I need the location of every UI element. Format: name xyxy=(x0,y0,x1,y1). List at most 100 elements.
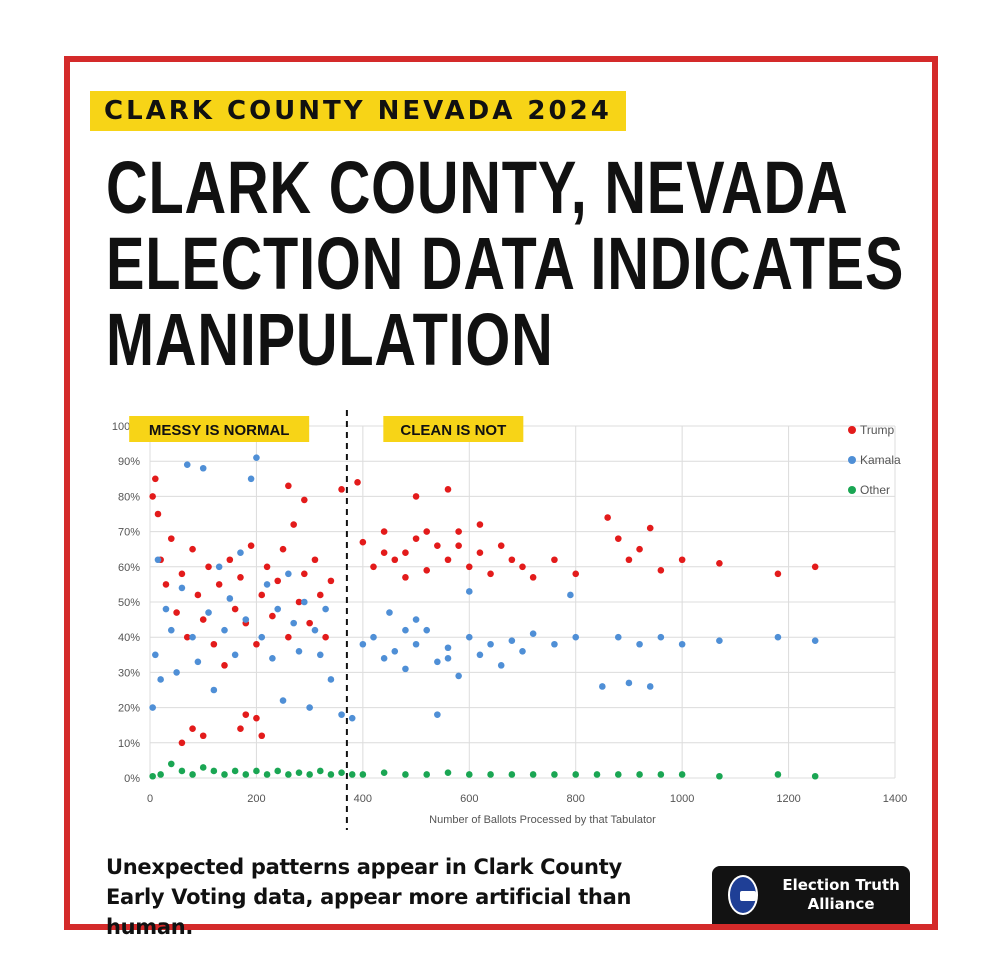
x-tick-label: 200 xyxy=(247,793,265,805)
point-trump xyxy=(551,556,558,564)
point-kamala xyxy=(519,647,526,655)
headline-line-3: MANIPULATION xyxy=(106,298,554,381)
point-other xyxy=(423,771,431,778)
point-kamala xyxy=(173,669,180,676)
point-trump xyxy=(231,605,239,613)
point-kamala xyxy=(301,598,308,606)
point-kamala xyxy=(508,637,516,645)
y-tick-label: 0% xyxy=(124,773,140,785)
point-trump xyxy=(402,574,409,581)
point-kamala xyxy=(205,609,212,616)
point-other xyxy=(295,769,303,777)
point-kamala xyxy=(154,556,162,564)
point-trump xyxy=(529,574,537,581)
point-trump xyxy=(178,739,186,747)
y-tick-label: 60% xyxy=(118,562,140,574)
point-trump xyxy=(162,581,170,588)
point-trump xyxy=(285,633,292,641)
point-other xyxy=(285,771,292,778)
point-trump xyxy=(226,556,234,564)
point-kamala xyxy=(811,637,819,645)
point-other xyxy=(338,769,345,777)
legend-label: Kamala xyxy=(860,453,901,467)
y-tick-label: 20% xyxy=(118,703,140,715)
point-other xyxy=(306,771,313,778)
point-trump xyxy=(258,591,266,599)
y-tick-label: 50% xyxy=(118,597,140,609)
point-kamala xyxy=(465,588,473,595)
x-tick-label: 800 xyxy=(567,793,585,805)
point-trump xyxy=(497,542,505,549)
point-trump xyxy=(178,570,186,578)
point-kamala xyxy=(167,626,175,634)
point-trump xyxy=(774,570,782,578)
point-trump xyxy=(604,514,611,521)
point-kamala xyxy=(625,679,633,687)
point-trump xyxy=(423,528,431,535)
point-trump xyxy=(152,475,159,483)
point-other xyxy=(359,771,367,778)
point-trump xyxy=(210,640,218,648)
point-kamala xyxy=(152,651,159,659)
point-trump xyxy=(402,549,409,557)
point-kamala xyxy=(274,605,282,613)
point-kamala xyxy=(434,658,441,666)
point-kamala xyxy=(412,640,420,648)
point-kamala xyxy=(327,676,335,683)
point-other xyxy=(487,771,494,778)
point-trump xyxy=(636,545,643,553)
point-other xyxy=(327,771,335,778)
point-trump xyxy=(412,493,420,500)
point-kamala xyxy=(221,626,228,634)
point-trump xyxy=(194,591,202,599)
point-trump xyxy=(205,563,212,571)
point-kamala xyxy=(444,655,452,662)
point-kamala xyxy=(646,683,654,690)
point-trump xyxy=(359,538,367,546)
point-other xyxy=(593,771,601,778)
point-trump xyxy=(295,598,303,606)
point-trump xyxy=(646,524,654,532)
point-kamala xyxy=(657,633,665,641)
point-trump xyxy=(508,556,516,564)
point-trump xyxy=(434,542,441,549)
headline: CLARK COUNTY, NEVADA ELECTION DATA INDIC… xyxy=(106,150,903,381)
point-trump xyxy=(476,521,484,528)
point-kamala xyxy=(497,662,505,669)
point-kamala xyxy=(465,633,473,641)
point-kamala xyxy=(183,461,191,469)
legend-swatch xyxy=(848,426,856,434)
point-other xyxy=(402,771,409,778)
legend-swatch xyxy=(848,486,856,494)
caption: Unexpected patterns appear in Clark Coun… xyxy=(106,855,632,939)
point-kamala xyxy=(614,633,622,641)
point-other xyxy=(465,771,473,778)
point-trump xyxy=(455,528,462,535)
point-other xyxy=(167,760,175,768)
y-tick-label: 30% xyxy=(118,667,140,679)
point-trump xyxy=(154,510,162,518)
point-other xyxy=(210,767,218,775)
point-trump xyxy=(221,662,228,669)
point-trump xyxy=(391,556,399,564)
annotation-box xyxy=(129,416,310,442)
point-kamala xyxy=(434,711,441,718)
point-other xyxy=(253,767,260,775)
point-trump xyxy=(263,563,271,571)
point-kamala xyxy=(162,605,170,613)
point-trump xyxy=(301,496,308,504)
x-tick-label: 1000 xyxy=(670,793,694,805)
point-trump xyxy=(370,563,377,571)
point-trump xyxy=(258,732,266,740)
point-trump xyxy=(465,563,473,571)
point-other xyxy=(199,764,207,771)
point-other xyxy=(636,771,643,778)
point-kamala xyxy=(306,704,313,711)
point-trump xyxy=(519,563,526,571)
point-other xyxy=(811,772,819,780)
point-kamala xyxy=(189,633,196,641)
point-kamala xyxy=(487,640,494,648)
point-kamala xyxy=(380,655,388,662)
point-trump xyxy=(614,535,622,542)
point-kamala xyxy=(359,640,367,648)
